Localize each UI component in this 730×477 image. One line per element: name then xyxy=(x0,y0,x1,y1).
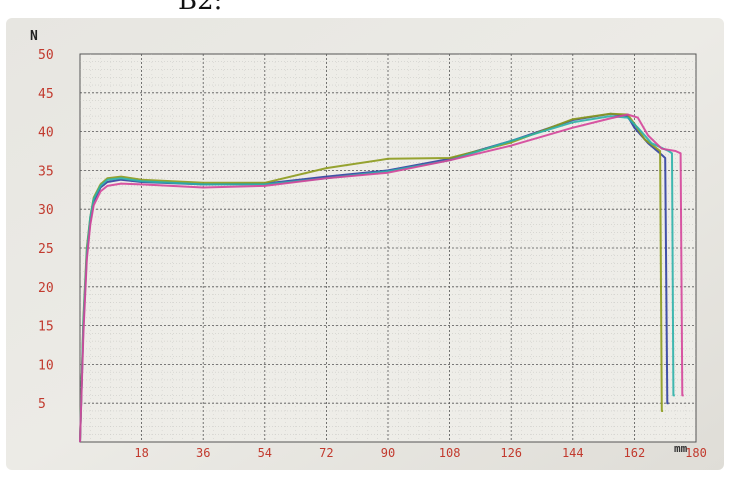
series-line-4 xyxy=(79,113,684,443)
x-tick-label: 162 xyxy=(624,446,646,460)
y-axis-ticks: 5 10 15 20 25 30 35 40 45 50 xyxy=(38,48,54,412)
x-axis-label: mm xyxy=(674,442,688,455)
series-lines xyxy=(79,112,684,443)
x-tick-label: 126 xyxy=(500,446,522,460)
y-tick-label: 35 xyxy=(38,164,54,179)
y-tick-label: 40 xyxy=(38,126,54,141)
y-tick-label: 5 xyxy=(38,397,46,412)
x-tick-label: 90 xyxy=(381,446,395,460)
y-tick-label: 45 xyxy=(38,87,54,102)
x-tick-label: 36 xyxy=(196,446,210,460)
y-tick-label: 25 xyxy=(38,242,54,257)
y-tick-label: 15 xyxy=(38,320,54,335)
y-tick-label: 10 xyxy=(38,358,54,373)
chart-heading: B2: xyxy=(178,0,223,16)
x-axis-ticks: 18 36 54 72 90 108 126 144 162 180 xyxy=(134,446,706,460)
y-tick-label: 30 xyxy=(38,203,54,218)
x-tick-label: 18 xyxy=(134,446,148,460)
x-tick-label: 54 xyxy=(258,446,272,460)
x-tick-label: 180 xyxy=(685,446,707,460)
y-axis-label: N xyxy=(30,29,38,44)
y-tick-label: 20 xyxy=(38,281,54,296)
x-tick-label: 108 xyxy=(439,446,461,460)
x-tick-label: 72 xyxy=(319,446,333,460)
x-tick-label: 144 xyxy=(562,446,584,460)
y-tick-label: 50 xyxy=(38,48,54,63)
grid xyxy=(80,53,697,442)
